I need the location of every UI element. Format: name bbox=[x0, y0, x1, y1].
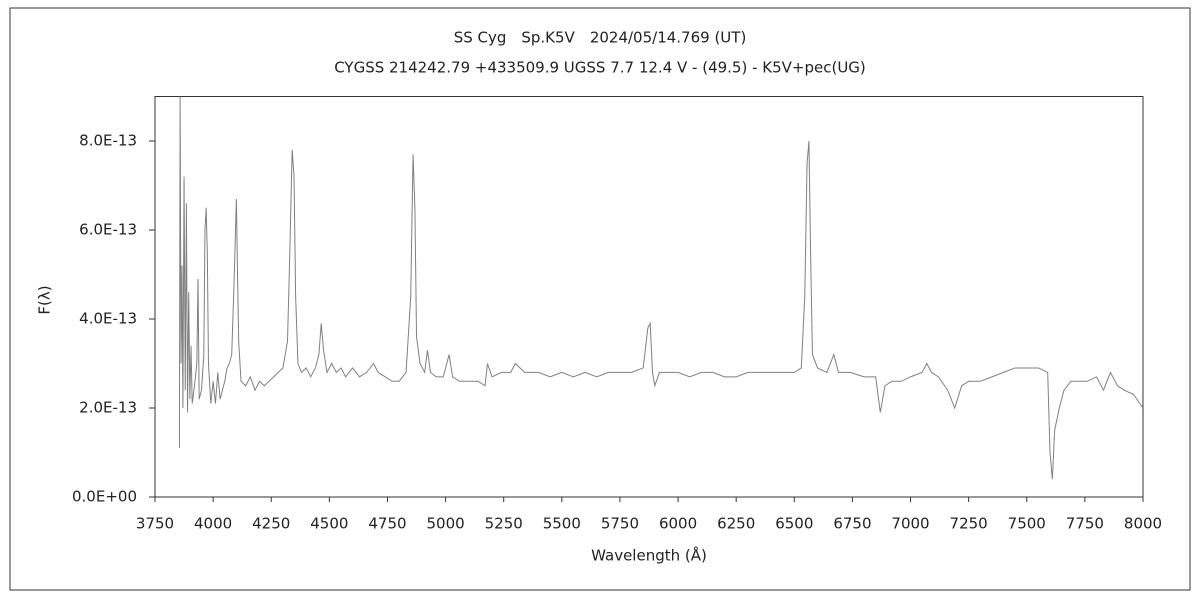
x-tick-label: 6250 bbox=[717, 515, 755, 533]
y-tick-label: 4.0E-13 bbox=[79, 310, 137, 328]
x-tick-label: 5000 bbox=[426, 515, 464, 533]
x-tick-label: 6750 bbox=[833, 515, 871, 533]
x-tick-label: 7500 bbox=[1008, 515, 1046, 533]
x-tick-label: 4000 bbox=[194, 515, 232, 533]
plot-frame bbox=[154, 96, 1144, 498]
x-tick-label: 4250 bbox=[252, 515, 290, 533]
x-tick-label: 8000 bbox=[1124, 515, 1162, 533]
chart-frame bbox=[9, 7, 1191, 591]
x-tick-label: 5250 bbox=[485, 515, 523, 533]
chart-title: SS Cyg Sp.K5V 2024/05/14.769 (UT) bbox=[454, 29, 747, 47]
x-tick-label: 5500 bbox=[543, 515, 581, 533]
x-tick-label: 7000 bbox=[891, 515, 929, 533]
x-tick-label: 7250 bbox=[950, 515, 988, 533]
y-tick-label: 6.0E-13 bbox=[79, 221, 137, 239]
x-tick-label: 4500 bbox=[310, 515, 348, 533]
x-tick-label: 6500 bbox=[775, 515, 813, 533]
x-tick-label: 5750 bbox=[601, 515, 639, 533]
y-axis-label: F(λ) bbox=[36, 285, 54, 314]
chart-subtitle: CYGSS 214242.79 +433509.9 UGSS 7.7 12.4 … bbox=[334, 59, 866, 77]
x-tick-label: 6000 bbox=[659, 515, 697, 533]
spectrum-line bbox=[178, 96, 1144, 480]
y-tick-label: 8.0E-13 bbox=[79, 132, 137, 150]
x-tick-label: 7750 bbox=[1066, 515, 1104, 533]
y-tick-label: 2.0E-13 bbox=[79, 399, 137, 417]
x-tick-label: 3750 bbox=[136, 515, 174, 533]
x-tick-label: 4750 bbox=[368, 515, 406, 533]
x-axis-label: Wavelength (Å) bbox=[591, 546, 707, 565]
y-tick-label: 0.0E+00 bbox=[72, 488, 137, 506]
